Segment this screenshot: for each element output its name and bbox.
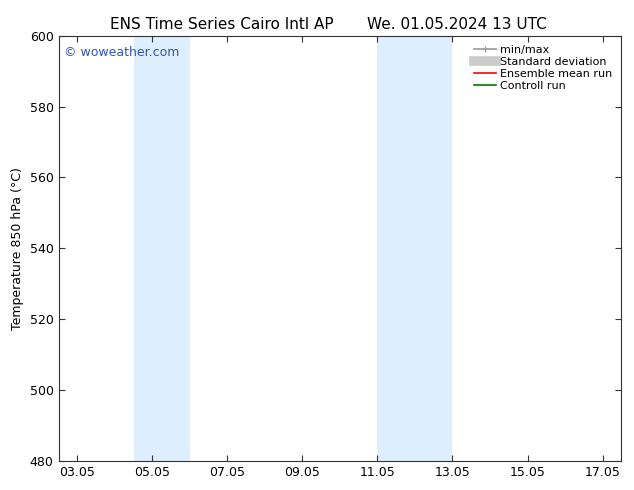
Text: ENS Time Series Cairo Intl AP: ENS Time Series Cairo Intl AP <box>110 17 333 32</box>
Text: We. 01.05.2024 13 UTC: We. 01.05.2024 13 UTC <box>366 17 547 32</box>
Bar <box>134 36 190 461</box>
Y-axis label: Temperature 850 hPa (°C): Temperature 850 hPa (°C) <box>11 167 24 330</box>
Text: © woweather.com: © woweather.com <box>64 47 179 59</box>
Bar <box>377 36 453 461</box>
Legend: min/max, Standard deviation, Ensemble mean run, Controll run: min/max, Standard deviation, Ensemble me… <box>470 41 616 95</box>
